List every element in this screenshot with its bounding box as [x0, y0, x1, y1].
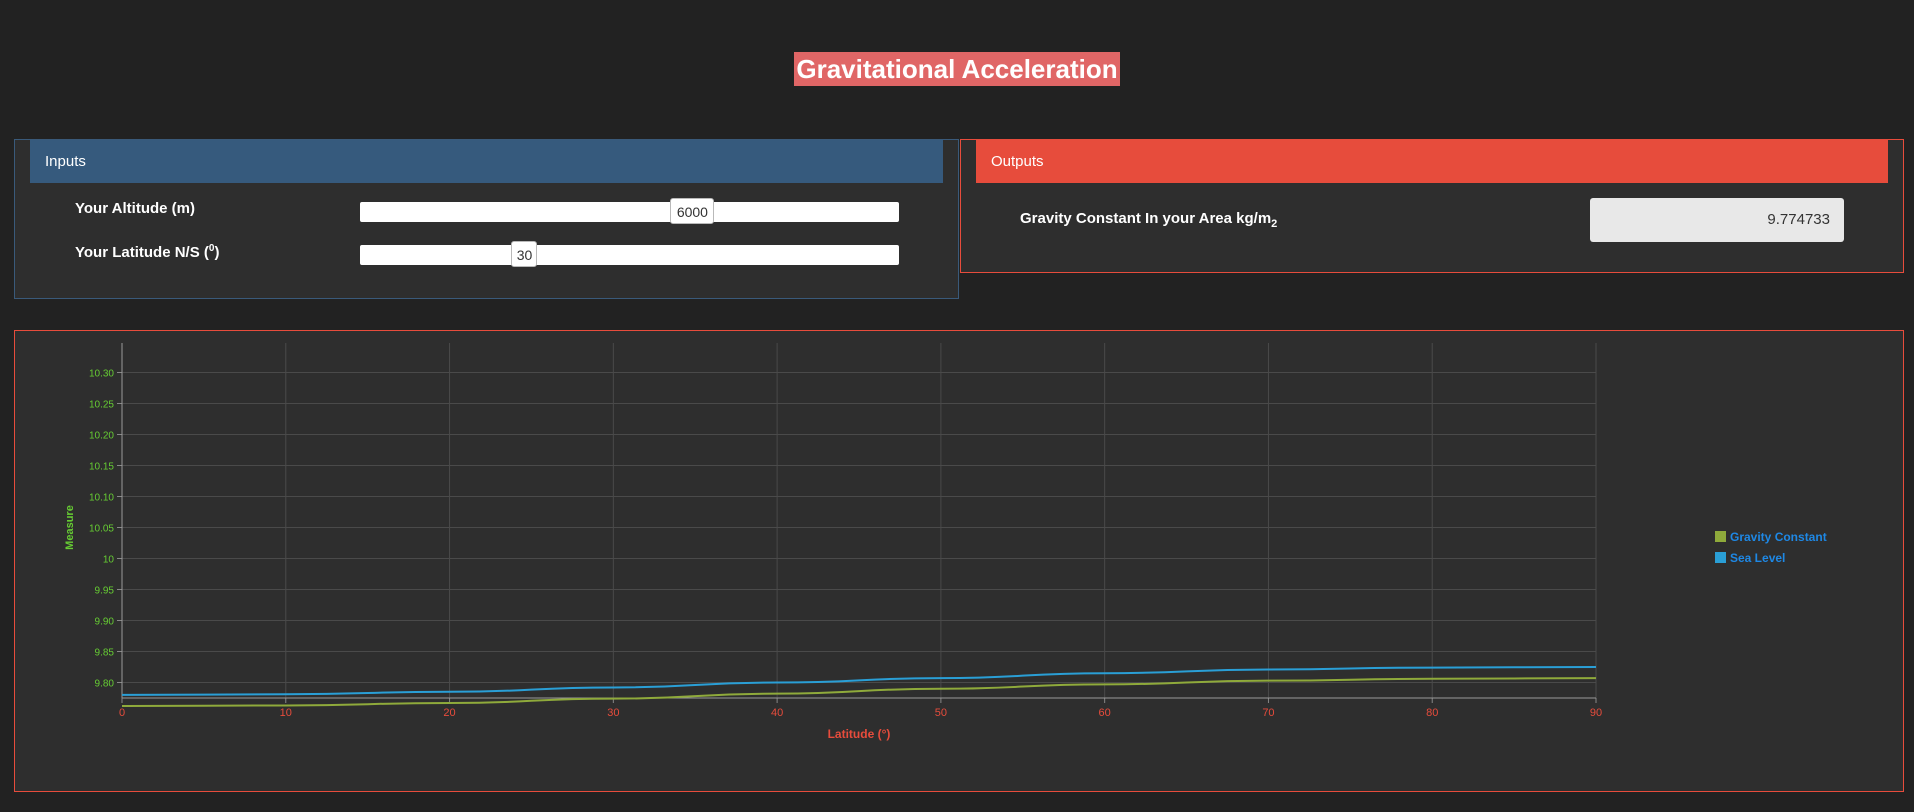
y-axis-label: Measure [64, 505, 76, 550]
inputs-header: Inputs [30, 140, 943, 183]
legend-item-gravity-constant[interactable]: Gravity Constant [1715, 526, 1827, 547]
legend-swatch [1715, 552, 1726, 563]
gravity-constant-output[interactable]: 9.774733 [1590, 198, 1844, 242]
x-tick-label: 90 [1590, 707, 1602, 719]
legend-label: Gravity Constant [1730, 529, 1827, 544]
latitude-label: Your Latitude N/S (0) [75, 243, 219, 261]
x-tick-label: 40 [771, 707, 783, 719]
latitude-slider[interactable]: 30 [360, 241, 899, 267]
x-tick-label: 60 [1099, 707, 1111, 719]
x-tick-label: 80 [1426, 707, 1438, 719]
inputs-panel: Inputs Your Altitude (m) 6000 Your Latit… [14, 139, 959, 299]
series-line-gravity-constant [121, 677, 1597, 708]
gravity-constant-label: Gravity Constant In your Area kg/m2 [1020, 210, 1277, 230]
x-tick-label: 70 [1262, 707, 1274, 719]
y-tick-label: 9.95 [95, 586, 115, 597]
latitude-label-end: ) [214, 244, 220, 261]
x-axis-label: Latitude (°) [828, 727, 891, 741]
page-title: Gravitational Acceleration [794, 52, 1120, 86]
y-tick-label: 10.20 [89, 431, 114, 442]
grid-layer [121, 343, 1597, 698]
series-layer [121, 666, 1597, 708]
chart-panel: 0 10 20 30 40 50 60 70 80 90 9.80 9.85 9.90 9.95 10 10.… [14, 330, 1904, 792]
gravity-chart: 0 10 20 30 40 50 60 70 80 90 9.80 9.85 9.90 9.95 10 10.… [64, 343, 1602, 741]
altitude-label: Your Altitude (m) [75, 200, 195, 217]
y-tick-label: 10 [103, 555, 115, 566]
altitude-slider-thumb[interactable]: 6000 [670, 198, 715, 224]
y-tick-label: 10.30 [89, 369, 114, 380]
gravity-constant-label-text: Gravity Constant In your Area kg/m [1020, 210, 1272, 227]
y-tick-label: 9.90 [95, 617, 115, 628]
y-tick-label: 10.10 [89, 493, 114, 504]
gravity-constant-label-sub: 2 [1271, 218, 1278, 230]
axis-layer: 0 10 20 30 40 50 60 70 80 90 9.80 9.85 9.90 9.95 10 10.… [89, 343, 1602, 719]
x-tick-label: 10 [280, 707, 292, 719]
x-tick-label: 20 [443, 707, 455, 719]
y-tick-label: 10.25 [89, 400, 114, 411]
legend-label: Sea Level [1730, 550, 1786, 565]
y-tick-label: 9.80 [95, 679, 115, 690]
x-tick-label: 30 [607, 707, 619, 719]
outputs-panel: Outputs Gravity Constant In your Area kg… [960, 139, 1904, 273]
title-wrapper: Gravitational Acceleration [0, 52, 1914, 86]
legend-swatch [1715, 531, 1726, 542]
latitude-label-sup: 0 [208, 243, 215, 254]
x-tick-label: 0 [119, 707, 125, 719]
latitude-label-text: Your Latitude N/S ( [75, 244, 209, 261]
latitude-slider-thumb[interactable]: 30 [511, 241, 538, 267]
y-tick-label: 9.85 [95, 648, 115, 659]
y-tick-label: 10.15 [89, 462, 114, 473]
y-tick-label: 10.05 [89, 524, 114, 535]
x-tick-label: 50 [935, 707, 947, 719]
altitude-slider[interactable]: 6000 [360, 198, 899, 224]
outputs-header: Outputs [976, 140, 1888, 183]
chart-legend: Gravity Constant Sea Level [1715, 526, 1827, 568]
legend-item-sea-level[interactable]: Sea Level [1715, 547, 1827, 568]
series-line-sea-level [121, 666, 1597, 696]
